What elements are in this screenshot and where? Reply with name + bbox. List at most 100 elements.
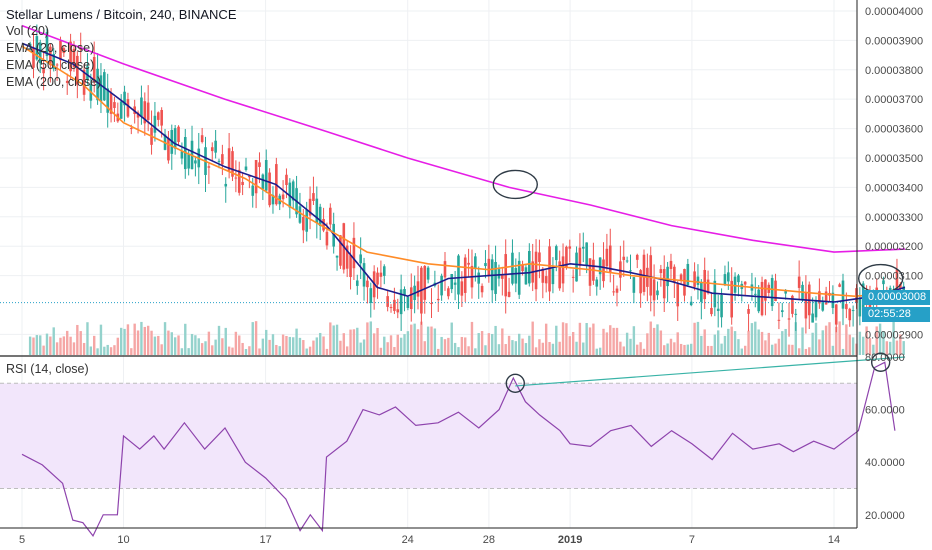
volume-bar (187, 348, 190, 355)
candle-body (426, 267, 430, 280)
candle-body (460, 281, 464, 296)
candle-body (888, 287, 892, 291)
volume-bar (487, 333, 491, 355)
volume-bar (696, 321, 700, 355)
volume-bar (430, 326, 433, 355)
volume-bar (666, 343, 669, 355)
candle-body (335, 255, 339, 258)
volume-bar (676, 332, 679, 355)
candle-body (565, 246, 568, 268)
candle-body (612, 291, 615, 293)
price-tick-label: 0.00003800 (865, 65, 923, 77)
volume-bar (457, 347, 460, 355)
volume-bar (389, 335, 393, 355)
volume-bar (848, 334, 851, 355)
volume-bar (669, 338, 673, 355)
rsi-tick-label: 60.0000 (865, 405, 905, 417)
candle-body (366, 280, 369, 288)
candle-body (541, 268, 545, 283)
candle-body (605, 248, 609, 267)
candle-body (72, 48, 76, 68)
candle-body (325, 231, 329, 246)
volume-bar (713, 334, 717, 355)
price-tick-label: 0.00004000 (865, 6, 923, 18)
candle-body (720, 294, 723, 318)
volume-bar (534, 347, 538, 355)
volume-bar (622, 346, 625, 355)
candle-body (649, 255, 653, 296)
volume-bar (619, 341, 622, 355)
candle-body (511, 252, 514, 284)
candle-body (777, 319, 781, 321)
candle-body (770, 278, 774, 307)
volume-bar (615, 327, 619, 355)
candle-body (474, 256, 477, 269)
volume-bar (841, 348, 845, 355)
volume-bar (636, 344, 639, 355)
volume-bar (811, 332, 814, 355)
candle-body (666, 266, 669, 287)
candle-body (224, 183, 228, 187)
candle-body (355, 280, 359, 286)
candle-body (615, 288, 619, 293)
candle-body (305, 209, 308, 232)
candle-body (396, 309, 400, 313)
candle-body (804, 292, 808, 319)
volume-bar (295, 328, 298, 355)
volume-bar (359, 342, 362, 355)
volume-bar (582, 342, 585, 355)
volume-bar (45, 333, 49, 355)
volume-bar (433, 328, 437, 355)
rsi-label: RSI (14, close) (6, 362, 89, 376)
volume-bar (787, 344, 791, 355)
volume-bar (150, 330, 153, 355)
volume-bar (828, 322, 831, 355)
volume-bar (396, 334, 399, 355)
candle-body (787, 318, 791, 320)
candle-body (312, 193, 315, 201)
volume-bar (561, 322, 565, 355)
candle-body (730, 280, 733, 318)
volume-bar (652, 327, 656, 355)
candle-body (409, 287, 413, 310)
volume-bar (329, 322, 332, 355)
candle-body (167, 137, 170, 161)
candle-body (376, 272, 379, 285)
candle-body (679, 274, 683, 281)
candle-body (632, 277, 636, 293)
candle-body (291, 181, 295, 201)
candle-body (463, 257, 467, 293)
volume-bar (588, 327, 592, 355)
candle-body (123, 91, 126, 106)
volume-bar (781, 331, 784, 355)
volume-bar (804, 348, 808, 355)
candle-body (153, 115, 157, 133)
volume-bar (342, 333, 346, 355)
candle-body (696, 276, 700, 285)
time-tick-label: 14 (828, 534, 840, 546)
volume-bar (258, 348, 261, 355)
volume-bar (76, 324, 79, 355)
volume-bar (244, 348, 248, 355)
candle-body (227, 148, 231, 171)
candle-body (386, 296, 389, 307)
candle-body (55, 64, 59, 66)
rsi-line (21, 361, 896, 538)
volume-bar (42, 345, 45, 355)
candle-body (79, 47, 83, 50)
volume-bar (740, 348, 744, 355)
price-tick-label: 0.00003400 (865, 182, 923, 194)
volume-bar (62, 336, 66, 355)
volume-bar (423, 341, 426, 355)
candle-body (710, 307, 713, 315)
candle-body (352, 237, 356, 269)
volume-bar (760, 331, 764, 355)
candle-body (258, 162, 261, 167)
candle-body (467, 262, 470, 265)
volume-bar (491, 333, 494, 355)
volume-bar (821, 330, 824, 355)
candle-body (143, 101, 147, 124)
time-tick-label: 7 (689, 534, 695, 546)
